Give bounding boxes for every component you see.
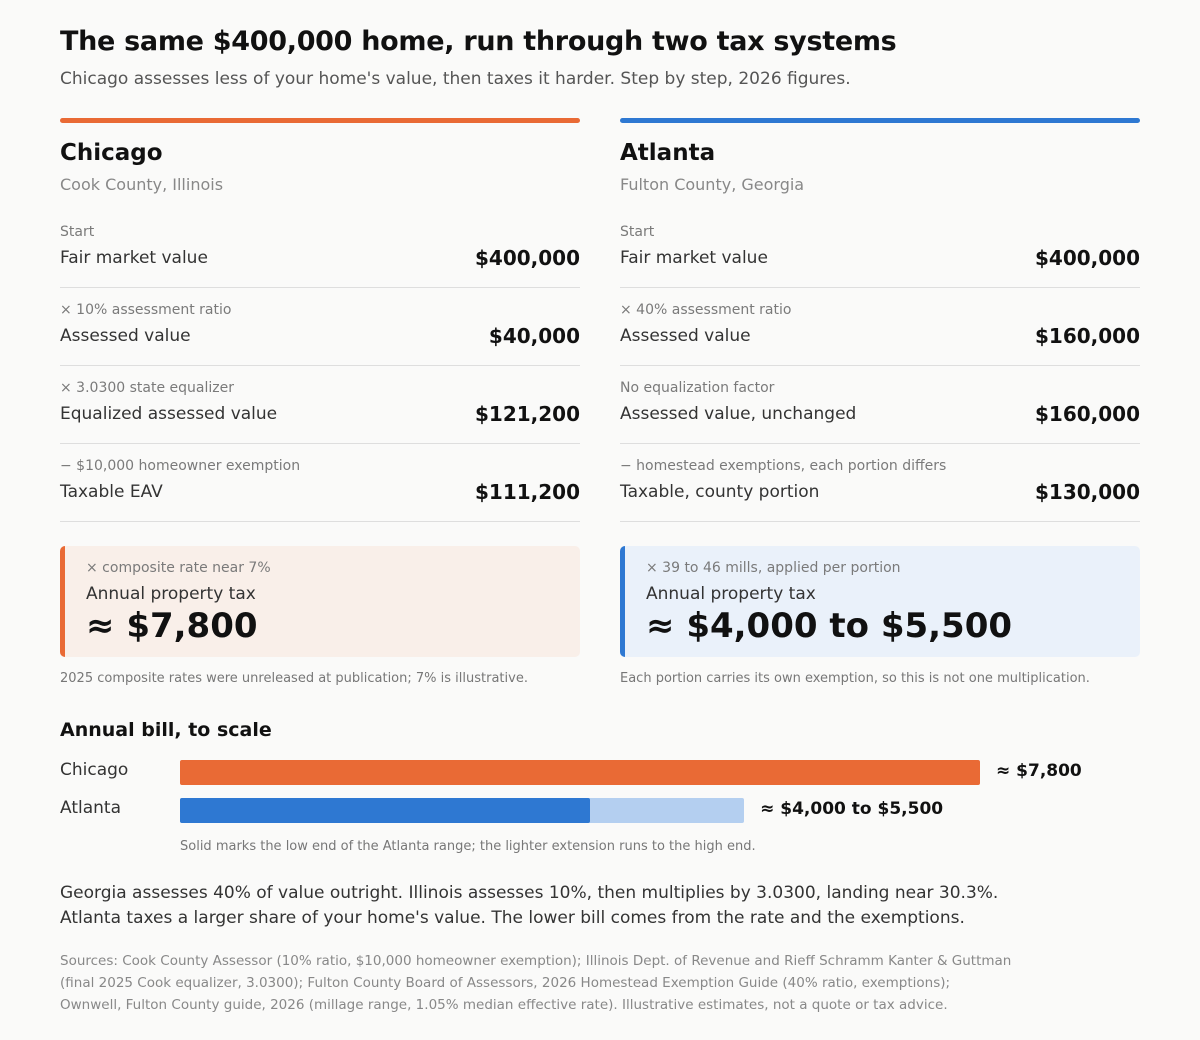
summary: Georgia assesses 40% of value outright. …: [60, 881, 998, 931]
step-row: × 3.0300 state equalizer Equalized asses…: [60, 366, 580, 444]
step-label: Assessed value: [620, 326, 751, 346]
chicago-result-card: × composite rate near 7% Annual property…: [60, 546, 580, 657]
step-value: $400,000: [474, 246, 580, 270]
step-operation: × 40% assessment ratio: [620, 302, 792, 318]
sources-line: (final 2025 Cook equalizer, 3.0300); Ful…: [60, 975, 951, 991]
chicago-accent-bar: [60, 118, 580, 123]
atlanta-note: Each portion carries its own exemption, …: [620, 671, 1090, 686]
step-operation: − homestead exemptions, each portion dif…: [620, 458, 947, 474]
city-name: Atlanta: [620, 140, 716, 166]
step-value: $111,200: [474, 480, 580, 504]
step-operation: Start: [620, 224, 655, 240]
step-label: Equalized assessed value: [60, 404, 278, 424]
sources-line: Sources: Cook County Assessor (10% ratio…: [60, 953, 1012, 969]
step-label: Taxable, county portion: [620, 482, 820, 502]
page-subtitle: Chicago assesses less of your home's val…: [60, 69, 851, 89]
step-label: Fair market value: [620, 248, 768, 268]
step-operation: Start: [60, 224, 95, 240]
step-value: $130,000: [1034, 480, 1140, 504]
result-label: Annual property tax: [86, 584, 256, 604]
bar-value-chicago: ≈ $7,800: [996, 761, 1082, 781]
bar-chicago: [180, 760, 980, 785]
step-operation: − $10,000 homeowner exemption: [60, 458, 301, 474]
sources-line: Ownwell, Fulton County guide, 2026 (mill…: [60, 997, 948, 1013]
bar-label-atlanta: Atlanta: [60, 798, 121, 818]
step-label: Assessed value: [60, 326, 191, 346]
result-value: ≈ $7,800: [86, 606, 258, 646]
result-label: Annual property tax: [646, 584, 816, 604]
atlanta-result-card: × 39 to 46 mills, applied per portion An…: [620, 546, 1140, 657]
chicago-column: Chicago Cook County, Illinois Start Fair…: [60, 118, 580, 686]
step-value: $121,200: [474, 402, 580, 426]
county-name: Fulton County, Georgia: [620, 175, 805, 194]
step-operation: × 3.0300 state equalizer: [60, 380, 234, 396]
step-row: No equalization factor Assessed value, u…: [620, 366, 1140, 444]
step-value: $400,000: [1034, 246, 1140, 270]
bar-label-chicago: Chicago: [60, 760, 129, 780]
step-operation: × 10% assessment ratio: [60, 302, 232, 318]
summary-line: Atlanta taxes a larger share of your hom…: [60, 908, 965, 928]
summary-line: Georgia assesses 40% of value outright. …: [60, 883, 999, 903]
atlanta-accent-bar: [620, 118, 1140, 123]
step-row: − homestead exemptions, each portion dif…: [620, 444, 1140, 522]
step-label: Taxable EAV: [60, 482, 163, 502]
step-value: $160,000: [1034, 324, 1140, 348]
result-value: ≈ $4,000 to $5,500: [646, 606, 1013, 646]
chart-note: Solid marks the low end of the Atlanta r…: [180, 839, 756, 854]
bar-atlanta-low: [180, 798, 591, 823]
result-operation: × composite rate near 7%: [86, 560, 271, 576]
step-label: Assessed value, unchanged: [620, 404, 857, 424]
chart-title: Annual bill, to scale: [60, 719, 272, 741]
step-list: Start Fair market value $400,000 × 10% a…: [60, 210, 580, 522]
city-name: Chicago: [60, 140, 163, 166]
step-row: × 40% assessment ratio Assessed value $1…: [620, 288, 1140, 366]
page-title: The same $400,000 home, run through two …: [60, 26, 897, 57]
result-accent: [60, 546, 65, 657]
step-row: × 10% assessment ratio Assessed value $4…: [60, 288, 580, 366]
chicago-note: 2025 composite rates were unreleased at …: [60, 671, 528, 686]
step-row: Start Fair market value $400,000: [60, 210, 580, 288]
atlanta-column: Atlanta Fulton County, Georgia Start Fai…: [620, 118, 1140, 686]
county-name: Cook County, Illinois: [60, 175, 224, 194]
step-value: $40,000: [488, 324, 580, 348]
step-row: − $10,000 homeowner exemption Taxable EA…: [60, 444, 580, 522]
step-label: Fair market value: [60, 248, 208, 268]
step-value: $160,000: [1034, 402, 1140, 426]
result-operation: × 39 to 46 mills, applied per portion: [646, 560, 901, 576]
result-accent: [620, 546, 625, 657]
sources: Sources: Cook County Assessor (10% ratio…: [60, 950, 1011, 1016]
bar-value-atlanta: ≈ $4,000 to $5,500: [760, 799, 944, 819]
step-row: Start Fair market value $400,000: [620, 210, 1140, 288]
step-operation: No equalization factor: [620, 380, 775, 396]
step-list: Start Fair market value $400,000 × 40% a…: [620, 210, 1140, 522]
